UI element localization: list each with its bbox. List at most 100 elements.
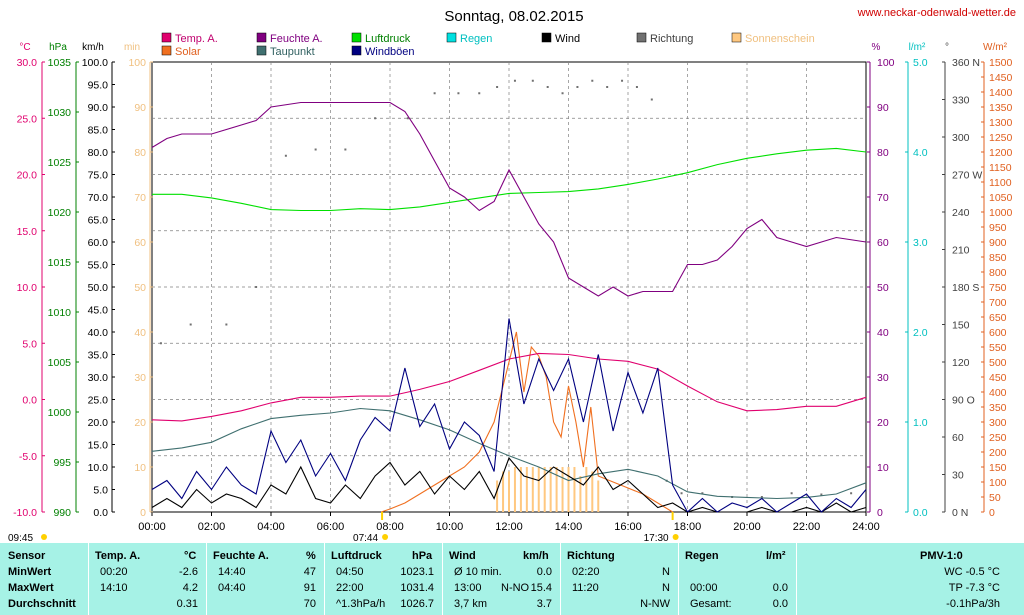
tick-label-solar_wm2: 1050 [989,192,1013,204]
tick-label-solar_wm2: 1100 [989,177,1012,189]
tick-label-humidity_pct: 90 [877,102,889,114]
tick-label-rain_lm2: 0.0 [913,507,928,519]
row-label: Durchschnitt [8,598,76,610]
left-time-label: 09:45 [8,533,33,543]
tick-label-humidity_pct: 40 [877,327,889,339]
sunset-label: 17:30 [644,533,669,543]
tick-label-direction_deg: 330 [952,95,970,107]
tick-label-solar_wm2: 400 [989,387,1007,399]
tick-label-humidity_pct: 50 [877,282,889,294]
legend-label: Temp. A. [175,33,218,45]
hum-value: 91 [303,582,316,594]
point-direction [790,492,793,495]
wind-value: 3.7 [536,598,552,610]
legend-label: Richtung [650,33,693,45]
bar-sunshine [519,467,522,512]
bar-sunshine [555,467,558,512]
tick-label-solar_wm2: 1000 [989,207,1013,219]
point-direction [650,98,653,101]
tick-label-wind_kmh: 90.0 [88,102,109,114]
x-tick-label: 10:00 [436,521,464,533]
legend-swatch [636,32,647,43]
tick-label-sun_min: 60 [134,237,146,249]
temp-time: 14:10 [100,582,128,594]
chart-title: Sonntag, 08.02.2015 [444,8,583,25]
tick-label-solar_wm2: 1500 [989,57,1013,69]
tick-label-wind_kmh: 70.0 [88,192,109,204]
legend-label: Taupunkt [270,46,315,58]
x-tick-label: 04:00 [257,521,285,533]
press-time: 22:00 [336,582,364,594]
pmv-value: -0.1hPa/3h [946,598,1000,610]
legend-swatch [731,32,742,43]
legend-label: Sonnenschein [745,33,815,45]
tick-label-direction_deg: 60 [952,432,964,444]
bar-sunshine [549,467,552,512]
tick-label-solar_wm2: 150 [989,462,1007,474]
tick-label-sun_min: 90 [134,102,146,114]
dir-time: 11:20 [572,582,599,594]
tick-label-direction_deg: 90 O [952,395,975,407]
series-line-taupunkt [151,407,867,500]
header-wind-unit: km/h [523,550,549,562]
tick-label-solar_wm2: 900 [989,237,1007,249]
header-wind: Wind [449,550,476,562]
tick-label-solar_wm2: 800 [989,267,1007,279]
tick-label-temp_c: 15.0 [17,226,38,238]
point-direction [635,86,638,88]
point-direction [478,92,481,95]
tick-label-wind_kmh: 20.0 [88,417,109,429]
tick-label-temp_c: 30.0 [17,57,38,69]
tick-label-sun_min: 80 [134,147,146,159]
series-line-luftdruck [152,147,867,212]
wind-dir: N-NO [501,582,530,594]
rain-value: 0.0 [772,582,788,594]
tick-label-solar_wm2: 700 [989,297,1007,309]
series-line-feuchte-a- [151,101,867,297]
tick-label-wind_kmh: 15.0 [88,440,109,452]
bar-sunshine [585,467,588,512]
legend-swatch [161,45,172,56]
x-tick-label: 14:00 [555,521,583,533]
x-axis: 00:00 02:00 04:00 06:00 08:00 10:00 12:00 14:00… [8,512,880,543]
tick-label-solar_wm2: 600 [989,327,1007,339]
bar-sunshine [502,471,505,512]
tick-label-pressure_hpa: 1005 [48,357,72,369]
header-hum-unit: % [306,550,316,562]
tick-label-direction_deg: 0 N [952,507,968,519]
point-direction [284,154,287,157]
header-pmv: PMV-1:0 [920,550,963,562]
tick-label-sun_min: 100 [128,57,146,69]
point-direction [760,496,763,498]
tick-label-direction_deg: 150 [952,320,970,332]
unit-humidity: % [872,42,881,53]
tick-label-wind_kmh: 10.0 [88,462,109,474]
tick-label-solar_wm2: 750 [989,282,1007,294]
tick-label-solar_wm2: 550 [989,342,1007,354]
rain-time: 00:00 [690,582,718,594]
tick-label-sun_min: 70 [134,192,146,204]
tick-label-wind_kmh: 95.0 [88,80,109,92]
point-direction [344,148,347,151]
tick-label-rain_lm2: 4.0 [913,147,928,159]
temp-value: 4.2 [182,582,198,594]
bar-sunshine [508,471,510,512]
legend-swatch [541,32,552,43]
sunrise-label: 07:44 [353,533,378,543]
point-direction [159,342,162,345]
hum-value: 70 [303,598,316,610]
point-direction [225,323,228,326]
point-direction [513,79,516,82]
unit-solar: W/m² [983,42,1008,53]
site-link[interactable]: www.neckar-odenwald-wetter.de [857,7,1016,19]
header-dir: Richtung [567,550,615,562]
tick-label-wind_kmh: 85.0 [88,125,109,137]
dir-value: N [662,566,670,578]
tick-label-rain_lm2: 1.0 [913,417,928,429]
point-direction [820,493,823,496]
weather-chart: Sonntag, 08.02.2015 www.neckar-odenwald-… [8,7,1016,543]
tick-label-solar_wm2: 450 [989,372,1007,384]
bar-sunshine [591,471,594,512]
press-value: 1031.4 [400,582,434,594]
tick-label-solar_wm2: 650 [989,312,1007,324]
